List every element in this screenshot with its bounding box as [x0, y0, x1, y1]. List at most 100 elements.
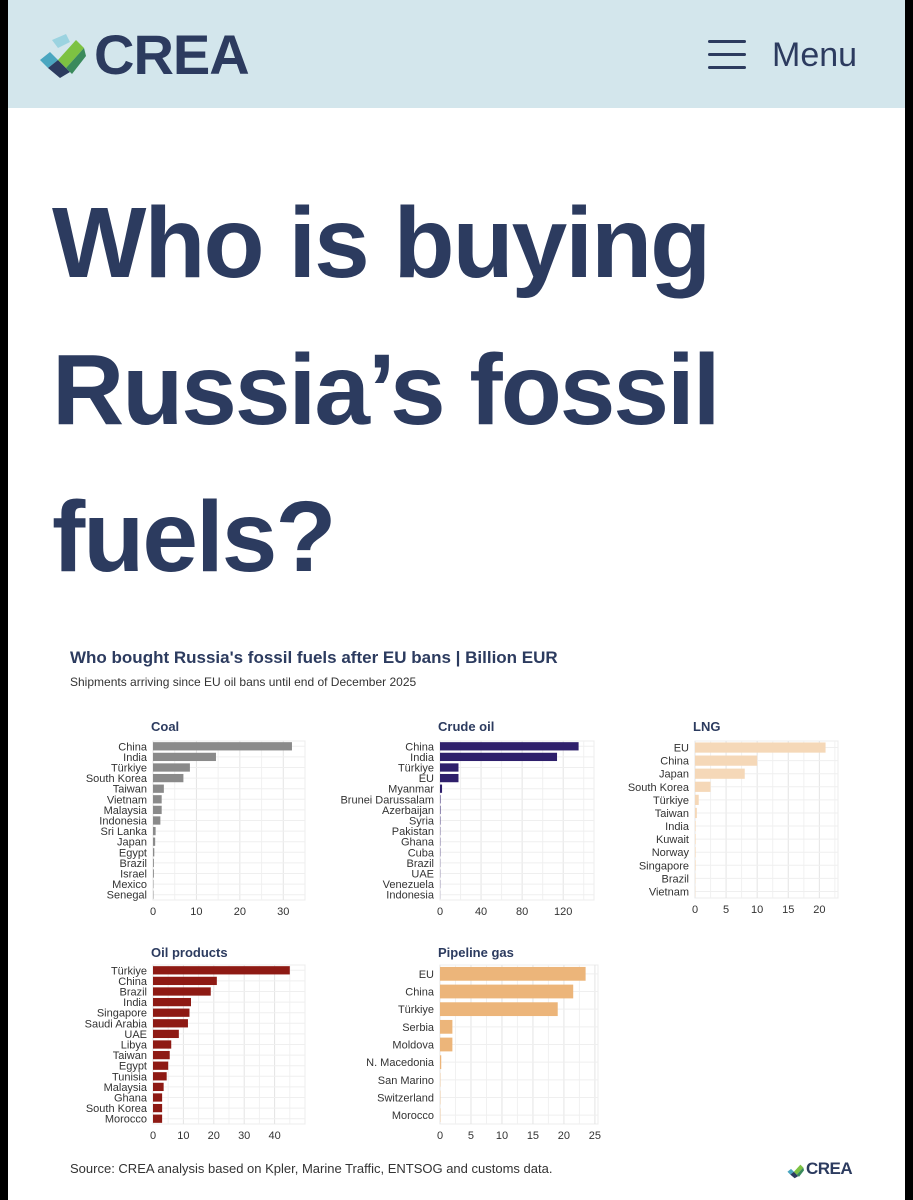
- x-tick-label: 10: [190, 906, 202, 918]
- bar-oil-products: [153, 1082, 164, 1092]
- category-label: Myanmar: [388, 784, 434, 796]
- bar-lng: [695, 847, 696, 858]
- bar-coal: [153, 826, 156, 836]
- x-tick-label: 0: [150, 1130, 156, 1142]
- crea-logo[interactable]: CREA: [36, 24, 286, 84]
- category-label: Azerbaijan: [382, 805, 434, 817]
- category-label: South Korea: [86, 773, 148, 785]
- bar-lng: [695, 794, 699, 805]
- category-label: Türkiye: [653, 795, 689, 807]
- category-label: India: [410, 752, 435, 764]
- category-label: Ghana: [114, 1093, 148, 1105]
- x-tick-label: 20: [558, 1130, 570, 1142]
- category-label: Venezuela: [383, 879, 435, 891]
- bar-crude-oil: [440, 773, 459, 783]
- bar-oil-products: [153, 1093, 163, 1102]
- category-label: Egypt: [119, 847, 147, 859]
- bar-oil-products: [153, 987, 211, 996]
- bar-crude-oil: [440, 795, 441, 804]
- category-label: Brunei Darussalam: [340, 794, 434, 806]
- category-label: India: [123, 752, 148, 764]
- category-label: Egypt: [119, 1061, 147, 1073]
- bar-oil-products: [153, 1019, 188, 1028]
- x-tick-label: 20: [813, 904, 825, 916]
- category-label: Türkiye: [111, 763, 147, 775]
- category-label: Brazil: [406, 858, 434, 870]
- category-label: Brazil: [119, 987, 147, 999]
- category-label: EU: [419, 773, 434, 785]
- bar-crude-oil: [440, 752, 558, 762]
- category-label: Moldova: [392, 1040, 434, 1052]
- x-tick-label: 80: [516, 906, 528, 918]
- bar-coal: [153, 742, 292, 751]
- category-label: China: [405, 987, 435, 999]
- bar-coal: [153, 763, 190, 772]
- category-label: China: [660, 756, 690, 768]
- category-label: Japan: [117, 837, 147, 849]
- category-label: Morocco: [392, 1110, 434, 1122]
- category-label: Syria: [409, 816, 435, 828]
- category-label: Indonesia: [99, 816, 148, 828]
- bar-lng: [695, 781, 711, 792]
- hamburger-icon: [708, 40, 746, 70]
- category-label: Indonesia: [386, 890, 435, 902]
- bar-oil-products: [153, 1050, 170, 1060]
- x-tick-label: 5: [723, 904, 729, 916]
- category-label: UAE: [124, 1029, 147, 1041]
- bar-lng: [695, 820, 696, 832]
- x-tick-label: 0: [692, 904, 698, 916]
- x-tick-label: 30: [277, 906, 289, 918]
- bar-coal: [153, 837, 156, 846]
- chart-title-lng: LNG: [693, 719, 720, 734]
- bar-coal: [153, 784, 164, 793]
- bar-coal: [153, 752, 216, 762]
- chart-title-crude-oil: Crude oil: [438, 719, 494, 734]
- figure-source: Source: CREA analysis based on Kpler, Ma…: [70, 1161, 553, 1176]
- category-label: Kuwait: [656, 834, 689, 846]
- category-label: Norway: [652, 847, 690, 859]
- category-label: China: [118, 741, 148, 753]
- logo-text: CREA: [94, 23, 250, 86]
- x-tick-label: 15: [782, 904, 794, 916]
- category-label: San Marino: [378, 1075, 434, 1087]
- bar-lng: [695, 807, 697, 819]
- crea-logo-icon: [40, 34, 86, 78]
- bar-oil-products: [153, 1061, 169, 1070]
- menu-label: Menu: [772, 36, 858, 74]
- bar-pipeline-gas: [440, 1055, 442, 1070]
- bar-pipeline-gas: [440, 1019, 453, 1034]
- x-tick-label: 10: [177, 1130, 189, 1142]
- chart-title-oil-products: Oil products: [151, 945, 228, 960]
- category-label: Cuba: [408, 847, 435, 859]
- category-label: N. Macedonia: [366, 1057, 435, 1069]
- bar-coal: [153, 858, 154, 868]
- category-label: India: [123, 997, 148, 1009]
- article-headline: Who is buying Russia’s fossil fuels?: [52, 187, 721, 593]
- bar-coal: [153, 869, 154, 878]
- bar-coal: [153, 805, 162, 815]
- category-label: Vietnam: [649, 886, 689, 898]
- x-tick-label: 0: [150, 906, 156, 918]
- bar-coal: [153, 816, 161, 825]
- x-tick-label: 0: [437, 1130, 443, 1142]
- footer-logo-text: CREA: [806, 1159, 853, 1178]
- x-tick-label: 40: [475, 906, 487, 918]
- category-label: Libya: [121, 1040, 148, 1052]
- bar-lng: [695, 755, 758, 766]
- chart-pipeline-gas: Pipeline gas EU China Türkiye Serbia Moldova N…: [366, 945, 601, 1142]
- category-label: India: [665, 821, 690, 833]
- category-label: South Korea: [86, 1103, 148, 1115]
- bar-pipeline-gas: [440, 966, 586, 981]
- category-label: Mexico: [112, 879, 147, 891]
- bar-pipeline-gas: [440, 984, 574, 999]
- x-tick-label: 20: [234, 906, 246, 918]
- category-label: Japan: [659, 769, 689, 781]
- category-label: Taiwan: [113, 1050, 147, 1062]
- category-label: EU: [419, 969, 434, 981]
- bar-lng: [695, 860, 696, 871]
- category-label: UAE: [411, 869, 434, 881]
- category-label: Taiwan: [113, 784, 147, 796]
- bar-coal: [153, 795, 162, 804]
- x-tick-label: 5: [468, 1130, 474, 1142]
